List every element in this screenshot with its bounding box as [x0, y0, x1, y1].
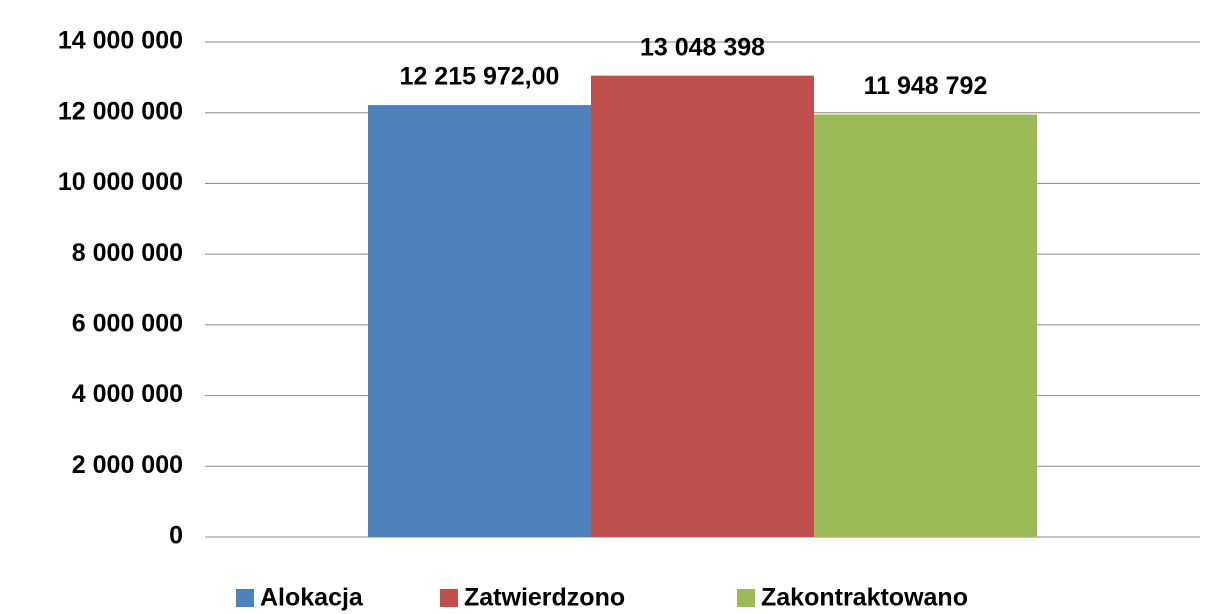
y-tick-label: 8 000 000 [72, 239, 183, 267]
legend-swatch [236, 589, 254, 607]
y-tick-label: 12 000 000 [58, 97, 183, 125]
y-tick-label: 10 000 000 [58, 168, 183, 196]
y-tick-label: 4 000 000 [72, 380, 183, 408]
y-tick-label: 6 000 000 [72, 309, 183, 337]
y-tick-label: 14 000 000 [58, 27, 183, 55]
bar [591, 75, 814, 537]
legend-swatch [440, 589, 458, 607]
bar [368, 105, 591, 538]
y-tick-label: 2 000 000 [72, 451, 183, 479]
legend-label: Alokacja [260, 584, 364, 612]
legend-label: Zakontraktowano [761, 584, 968, 612]
value-label: 11 948 792 [864, 72, 988, 100]
y-tick-label: 0 [169, 522, 183, 550]
legend-swatch [737, 589, 755, 607]
legend-label: Zatwierdzono [464, 584, 625, 612]
bar [814, 114, 1037, 538]
value-label: 13 048 398 [640, 33, 765, 61]
value-label: 12 215 972,00 [400, 63, 560, 91]
